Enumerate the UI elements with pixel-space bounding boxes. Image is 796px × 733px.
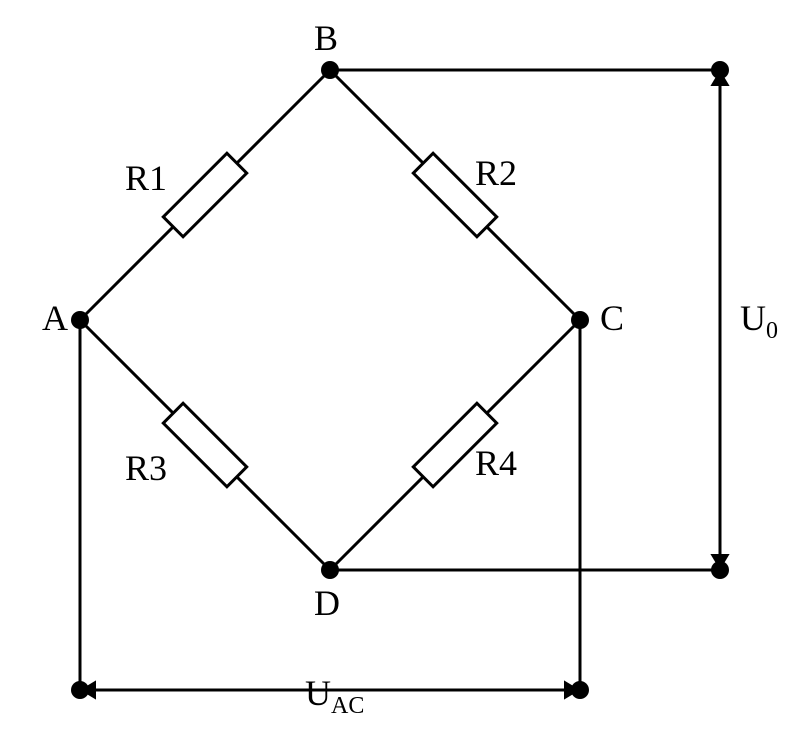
node-c [571, 311, 589, 329]
wheatstone-bridge-diagram: R1R2R3R4UACU0ABCD [0, 0, 796, 733]
node-c-label: C [600, 298, 624, 338]
node-a-label: A [42, 298, 68, 338]
r1-label: R1 [125, 158, 167, 198]
node-al [71, 681, 89, 699]
r3-label: R3 [125, 448, 167, 488]
node-cl [571, 681, 589, 699]
node-dt [711, 561, 729, 579]
node-b-label: B [314, 18, 338, 58]
r2-label: R2 [475, 153, 517, 193]
node-a [71, 311, 89, 329]
node-bt [711, 61, 729, 79]
r4-label: R4 [475, 443, 517, 483]
node-b [321, 61, 339, 79]
node-d [321, 561, 339, 579]
node-d-label: D [314, 583, 340, 623]
